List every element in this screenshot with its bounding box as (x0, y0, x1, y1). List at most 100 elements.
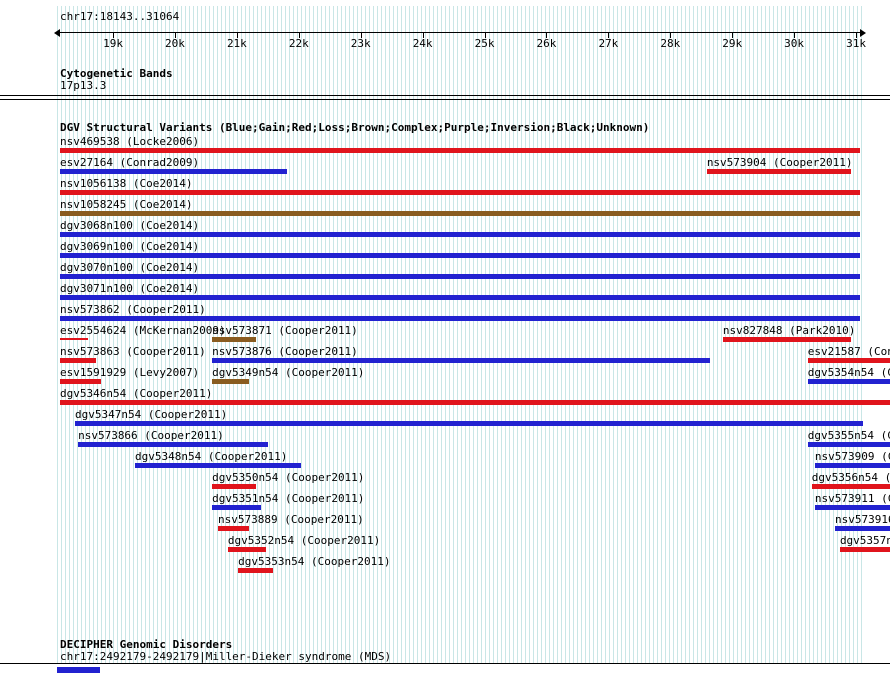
variant-bar[interactable] (814, 505, 890, 510)
ruler-tick (856, 32, 858, 38)
ruler-tick (670, 32, 672, 38)
variant-label: nsv573876 (Cooper2011) (212, 345, 358, 358)
variant-label: dgv5348n54 (Cooper2011) (135, 450, 288, 463)
variant-bar[interactable] (60, 358, 97, 363)
section-divider (0, 95, 890, 96)
ruler-tick (174, 32, 176, 38)
variant-bar[interactable] (811, 484, 890, 489)
variant-label: nsv573909 (Co (814, 450, 890, 463)
variant-bar[interactable] (212, 484, 257, 489)
variant-bar[interactable] (807, 442, 890, 447)
variant-label: dgv3071n100 (Coe2014) (60, 282, 200, 295)
ruler-tick-label: 31k (846, 37, 866, 50)
ruler-tick (732, 32, 734, 38)
variant-label: nsv573911 (Co (814, 492, 890, 505)
variant-label: dgv5349n54 (Cooper2011) (212, 366, 365, 379)
variant-bar[interactable] (218, 526, 249, 531)
variant-label: dgv5352n54 (Cooper2011) (227, 534, 381, 547)
variant-bar[interactable] (60, 338, 89, 340)
section-divider (0, 99, 890, 100)
variant-bar[interactable] (60, 379, 101, 384)
variant-bar[interactable] (722, 337, 852, 342)
variant-bar[interactable] (212, 505, 262, 510)
variant-bar[interactable] (60, 148, 860, 153)
ruler-tick (546, 32, 548, 38)
variant-bar[interactable] (807, 358, 890, 363)
ruler-tick (113, 32, 115, 38)
variant-bar[interactable] (135, 463, 301, 468)
variant-label: dgv5351n54 (Cooper2011) (212, 492, 365, 505)
ruler-right-arrow-icon (860, 29, 866, 37)
ruler-tick-label: 19k (103, 37, 123, 50)
ruler-tick-label: 29k (722, 37, 743, 50)
ruler-tick-label: 23k (350, 37, 371, 50)
ruler-tick (794, 32, 796, 38)
grid-stripes (57, 6, 863, 663)
ruler-tick-label: 30k (784, 37, 805, 50)
ruler-tick-label: 24k (412, 37, 433, 50)
cytoband-label: 17p13.3 (60, 79, 107, 92)
variant-label: nsv573863 (Cooper2011) (60, 345, 206, 358)
variant-bar[interactable] (60, 400, 890, 405)
ruler-tick (236, 32, 238, 38)
ruler-tick-label: 22k (288, 37, 309, 50)
ruler-left-arrow-icon (54, 29, 60, 37)
variant-label: dgv5346n54 (Cooper2011) (60, 387, 213, 400)
variant-label: nsv573871 (Cooper2011) (212, 324, 358, 337)
variant-bar[interactable] (227, 547, 266, 552)
variant-label: nsv573904 (Cooper2011) (706, 156, 853, 169)
variant-bar[interactable] (60, 190, 860, 195)
variant-bar[interactable] (238, 568, 274, 573)
variant-label: esv21587 (Conr (807, 345, 890, 358)
variant-label: nsv573889 (Cooper2011) (218, 513, 364, 526)
ruler-tick (298, 32, 300, 38)
variant-bar[interactable] (212, 379, 249, 384)
variant-bar[interactable] (78, 442, 268, 447)
ruler-tick (422, 32, 424, 38)
ruler-tick (608, 32, 610, 38)
variant-label: nsv573866 (Cooper2011) (78, 429, 224, 442)
ruler-line (60, 32, 860, 33)
decipher-entry-label: chr17:2492179-2492179|Miller-Dieker synd… (60, 650, 392, 663)
variant-label: dgv5357n5 (839, 534, 890, 547)
variant-bar[interactable] (60, 232, 860, 237)
variant-bar[interactable] (212, 337, 257, 342)
variant-label: dgv5356n54 (C (811, 471, 890, 484)
variant-bar[interactable] (212, 358, 710, 363)
variant-bar[interactable] (60, 211, 860, 216)
ruler-tick-label: 26k (536, 37, 557, 50)
variant-label: dgv5354n54 (Co (807, 366, 890, 379)
variant-label: dgv5347n54 (Cooper2011) (74, 408, 228, 421)
variant-label: dgv3068n100 (Coe2014) (60, 219, 200, 232)
variant-bar[interactable] (60, 295, 860, 300)
ruler-tick-label: 21k (226, 37, 247, 50)
decipher-variant-bar[interactable] (57, 667, 101, 673)
variant-bar[interactable] (706, 169, 852, 174)
ruler-tick-label: 20k (165, 37, 185, 50)
ruler-tick-label: 28k (660, 37, 681, 50)
variant-bar[interactable] (814, 463, 890, 468)
ruler-tick (484, 32, 486, 38)
variant-label: dgv5355n54 (Co (807, 429, 890, 442)
variant-bar[interactable] (834, 526, 890, 531)
variant-bar[interactable] (807, 379, 890, 384)
variant-label: dgv5353n54 (Cooper2011) (238, 555, 391, 568)
variant-bar[interactable] (839, 547, 890, 552)
variant-bar[interactable] (60, 316, 860, 321)
section-title-decipher: DECIPHER Genomic Disorders (60, 638, 233, 651)
variant-label: nsv573862 (Cooper2011) (60, 303, 206, 316)
variant-bar[interactable] (60, 274, 860, 279)
variant-bar[interactable] (60, 253, 860, 258)
ruler-tick-label: 25k (474, 37, 495, 50)
variant-label: esv1591929 (Levy2007) (60, 366, 200, 379)
ruler-tick-label: 27k (598, 37, 619, 50)
variant-bar[interactable] (60, 169, 288, 174)
variant-label: nsv1056138 (Coe2014) (60, 177, 193, 190)
section-title-dgv: DGV Structural Variants (Blue;Gain;Red;L… (60, 121, 650, 134)
variant-bar[interactable] (74, 421, 863, 426)
ruler-tick (360, 32, 362, 38)
variant-label: dgv3070n100 (Coe2014) (60, 261, 200, 274)
variant-label: dgv5350n54 (Cooper2011) (212, 471, 365, 484)
variant-label: nsv573916 (834, 513, 890, 526)
